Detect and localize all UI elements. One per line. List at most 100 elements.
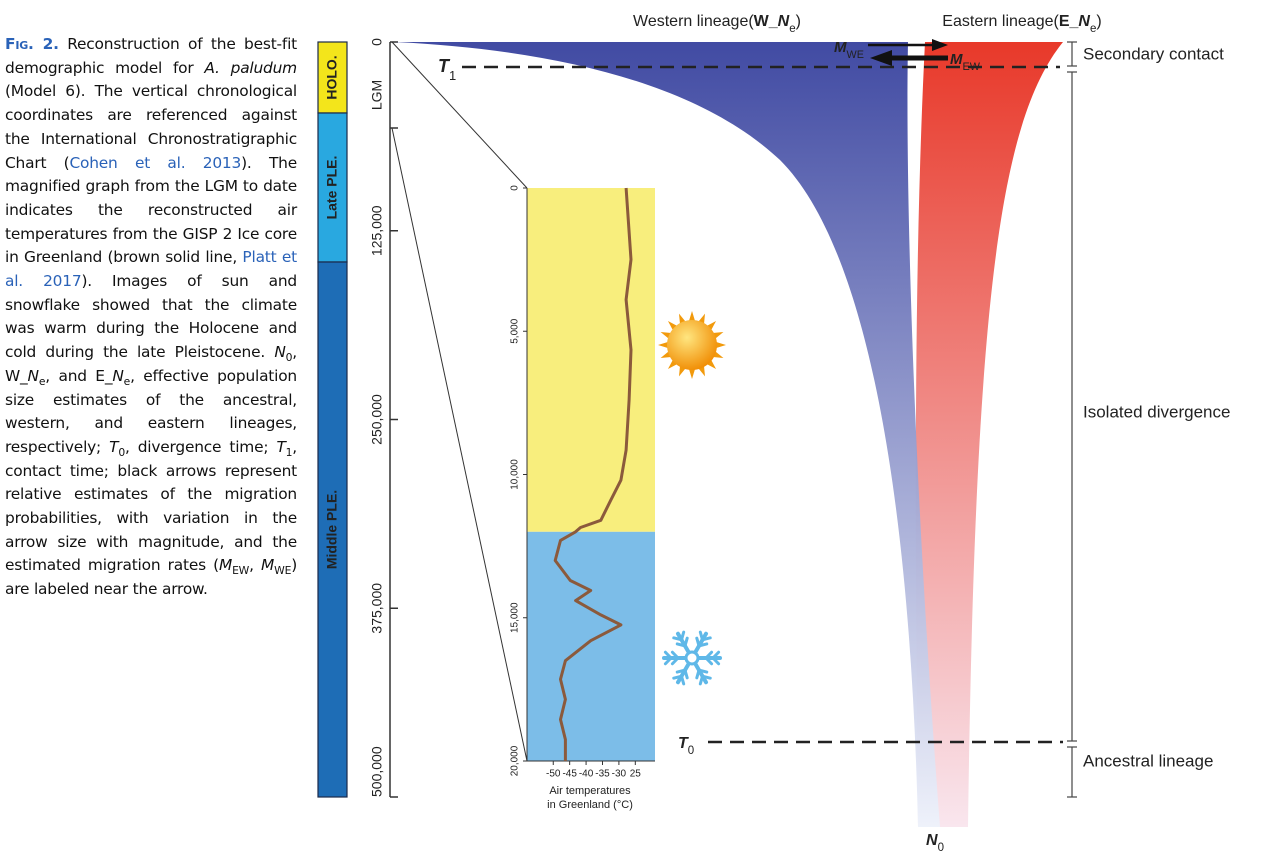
caption-run: 0 [285, 351, 293, 365]
time-tick-label: 0 [369, 38, 385, 46]
m-ew-label-run: M [950, 51, 963, 68]
figure-caption: Fig. 2. Reconstruction of the best-fit d… [5, 33, 297, 602]
time-tick-label: 250,000 [369, 394, 385, 445]
t0-label: T0 [678, 735, 694, 757]
caption-run: EW [232, 564, 250, 578]
caption-run: Cohen et al. 2013 [69, 153, 242, 172]
caption-run: , [249, 556, 262, 575]
snowflake-branch [672, 636, 683, 642]
inset-y-tick-label: 10,000 [510, 459, 521, 490]
western-lineage-label-run: Western lineage( [633, 13, 754, 30]
snowflake-branch [663, 656, 673, 666]
epoch-box [317, 261, 348, 798]
snowflake-branch [711, 650, 721, 660]
caption-run: , W_ [5, 343, 297, 385]
arrow-ew-head [870, 50, 892, 66]
inset-x-tick-label: -40 [579, 769, 594, 780]
snowflake-branch [670, 656, 680, 666]
t1-label: T1 [438, 56, 456, 83]
inset-y-tick-label: 15,000 [510, 602, 521, 633]
phase-label: Isolated divergence [1083, 402, 1230, 421]
eastern-lineage-label: Eastern lineage(E_Ne) [942, 13, 1101, 35]
inset-y-tick-label: 5,000 [510, 318, 521, 343]
inset-x-tick-label: -35 [595, 769, 610, 780]
caption-run: WE [274, 564, 292, 578]
t0-label-run: T [678, 735, 689, 752]
epoch-box [317, 112, 348, 263]
inset-x-tick-label: 25 [630, 769, 642, 780]
caption-run: A. paludum [204, 58, 297, 77]
caption-run: e [123, 374, 131, 388]
phase-label: Ancestral lineage [1083, 751, 1213, 770]
sun-icon [667, 320, 717, 370]
epoch-label: Late PLE. [324, 156, 340, 220]
time-tick-label: 500,000 [369, 746, 385, 797]
inset-x-axis-label: in Greenland (°C) [547, 799, 633, 811]
caption-run: ). Images of sun and snowflake showed th… [5, 272, 297, 362]
caption-run: T [276, 437, 286, 456]
sun-ray [688, 311, 696, 322]
m-we-label: MWE [834, 39, 864, 61]
t1-label-run: T [438, 56, 451, 76]
western-lineage-label-run: ) [796, 13, 801, 30]
climate-band [527, 531, 655, 761]
caption-run: N [274, 343, 286, 362]
zoom-line [391, 127, 528, 762]
western-lineage-label-run: N [778, 13, 790, 30]
snowflake-branch [697, 668, 709, 674]
m-ew-label: MEW [950, 51, 981, 73]
climate-band [527, 188, 655, 532]
snowflake-branch [695, 636, 701, 648]
inset-x-axis-label: Air temperatures [549, 785, 631, 797]
caption-run: Fig. 2. [5, 35, 59, 53]
lgm-label: LGM [369, 80, 385, 110]
temperature-line [553, 187, 633, 761]
time-tick-label: 125,000 [369, 205, 385, 256]
snowflake-branch [698, 630, 704, 642]
eastern-lineage-label-run: Eastern lineage( [942, 13, 1059, 30]
snowflake-branch [683, 668, 689, 680]
eastern-lineage-shape [915, 42, 1063, 827]
caption-run: 0 [118, 446, 125, 460]
epoch-label: HOLO. [324, 55, 340, 99]
n0-label-run: 0 [938, 842, 944, 854]
m-we-label-run: M [834, 39, 847, 56]
epoch-label: Middle PLE. [324, 490, 340, 569]
caption-run: ) are labeled near the arrow. [5, 556, 297, 599]
caption-run: e [38, 374, 46, 388]
sun-ray [658, 341, 669, 349]
inset-x-tick-label: -30 [612, 769, 627, 780]
snowflake-branch [701, 674, 712, 680]
caption-run: , divergence time; [124, 437, 277, 456]
western-lineage-label-run: e [789, 23, 795, 35]
eastern-lineage-label-run: e [1090, 23, 1096, 35]
sun-ray [688, 368, 696, 379]
phase-label: Secondary contact [1083, 44, 1224, 63]
time-tick-label: 375,000 [369, 583, 385, 634]
snowflake-branch [680, 674, 686, 686]
western-lineage-label-run: W_ [754, 13, 779, 30]
caption-run: N [27, 366, 40, 385]
zoom-line [391, 41, 528, 189]
caption-run: Platt et al. 2017 [5, 248, 297, 291]
caption-run: M [218, 556, 233, 575]
western-lineage-label: Western lineage(W_Ne) [633, 13, 801, 35]
eastern-lineage-label-run: E_ [1059, 13, 1080, 30]
inset-y-tick-label: 20,000 [510, 745, 521, 776]
n0-label-run: N [926, 832, 938, 849]
eastern-lineage-label-run: N [1078, 13, 1090, 30]
t1-label-run: 1 [449, 68, 456, 83]
m-we-label-run: WE [847, 49, 864, 61]
caption-run: , effective population size estimates of… [5, 366, 297, 456]
n0-label: N0 [926, 832, 944, 854]
inset-y-tick-label: 0 [510, 185, 521, 191]
epoch-box [317, 41, 348, 114]
snowflake-center [684, 650, 700, 666]
arrow-we-head [932, 39, 948, 51]
inset-x-tick-label: -50 [546, 769, 561, 780]
caption-run: N [112, 366, 124, 385]
caption-run: T [109, 437, 119, 456]
